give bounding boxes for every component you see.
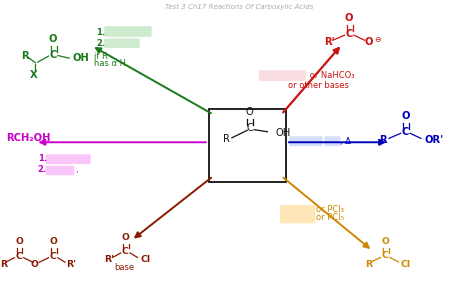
FancyBboxPatch shape <box>104 39 140 48</box>
Text: R: R <box>0 260 8 269</box>
Text: R: R <box>21 51 29 61</box>
Text: has α H: has α H <box>94 59 126 68</box>
Text: OH: OH <box>73 53 90 63</box>
Text: O: O <box>364 37 373 47</box>
Text: ,: , <box>75 165 78 174</box>
Text: C: C <box>401 127 409 137</box>
FancyBboxPatch shape <box>324 136 340 146</box>
Text: , Δ: , Δ <box>340 137 351 146</box>
Text: O: O <box>121 233 129 242</box>
Text: O: O <box>49 237 57 247</box>
Text: or NaHCO₃: or NaHCO₃ <box>307 71 355 80</box>
Text: or PCl₃: or PCl₃ <box>317 205 344 214</box>
FancyBboxPatch shape <box>209 109 286 182</box>
Text: O: O <box>30 260 38 269</box>
Text: R': R' <box>66 260 76 269</box>
Text: Cl: Cl <box>401 260 411 269</box>
Text: O: O <box>49 34 57 44</box>
Text: O: O <box>401 111 410 121</box>
Text: C: C <box>50 50 57 60</box>
Text: OR': OR' <box>424 135 443 145</box>
Text: R: R <box>365 260 373 269</box>
Text: C: C <box>50 252 57 261</box>
FancyBboxPatch shape <box>46 154 91 164</box>
FancyBboxPatch shape <box>259 70 306 81</box>
Text: Test 3 Ch17 Reactions Of Carboxylic Acids: Test 3 Ch17 Reactions Of Carboxylic Acid… <box>165 4 313 10</box>
Text: O: O <box>246 107 254 117</box>
Text: ⊖: ⊖ <box>374 35 381 44</box>
Text: or other bases: or other bases <box>288 81 349 90</box>
Text: X: X <box>30 70 37 80</box>
Text: base: base <box>114 263 135 272</box>
FancyBboxPatch shape <box>280 205 316 223</box>
Text: C: C <box>16 252 22 261</box>
Text: R': R' <box>104 255 114 264</box>
Text: 2.: 2. <box>96 39 105 48</box>
Text: C: C <box>382 251 389 260</box>
Text: R: R <box>380 135 387 145</box>
Text: 2.: 2. <box>38 165 47 174</box>
Text: 1.: 1. <box>96 28 105 37</box>
Text: C: C <box>346 29 353 39</box>
Text: O: O <box>381 237 389 247</box>
Text: C: C <box>246 123 253 133</box>
Text: or PCl₅: or PCl₅ <box>317 213 345 222</box>
Text: R: R <box>223 134 230 144</box>
Text: 1.: 1. <box>38 154 47 163</box>
FancyBboxPatch shape <box>46 166 74 175</box>
Text: O: O <box>345 13 354 23</box>
Text: O: O <box>15 237 23 247</box>
Text: RCH₂OH: RCH₂OH <box>6 133 50 143</box>
Text: R': R' <box>324 37 335 47</box>
Text: Cl: Cl <box>140 255 150 264</box>
FancyBboxPatch shape <box>104 26 152 37</box>
Text: C: C <box>122 247 129 256</box>
Text: if R: if R <box>94 52 108 61</box>
Text: OH: OH <box>275 128 291 138</box>
FancyBboxPatch shape <box>289 136 322 146</box>
